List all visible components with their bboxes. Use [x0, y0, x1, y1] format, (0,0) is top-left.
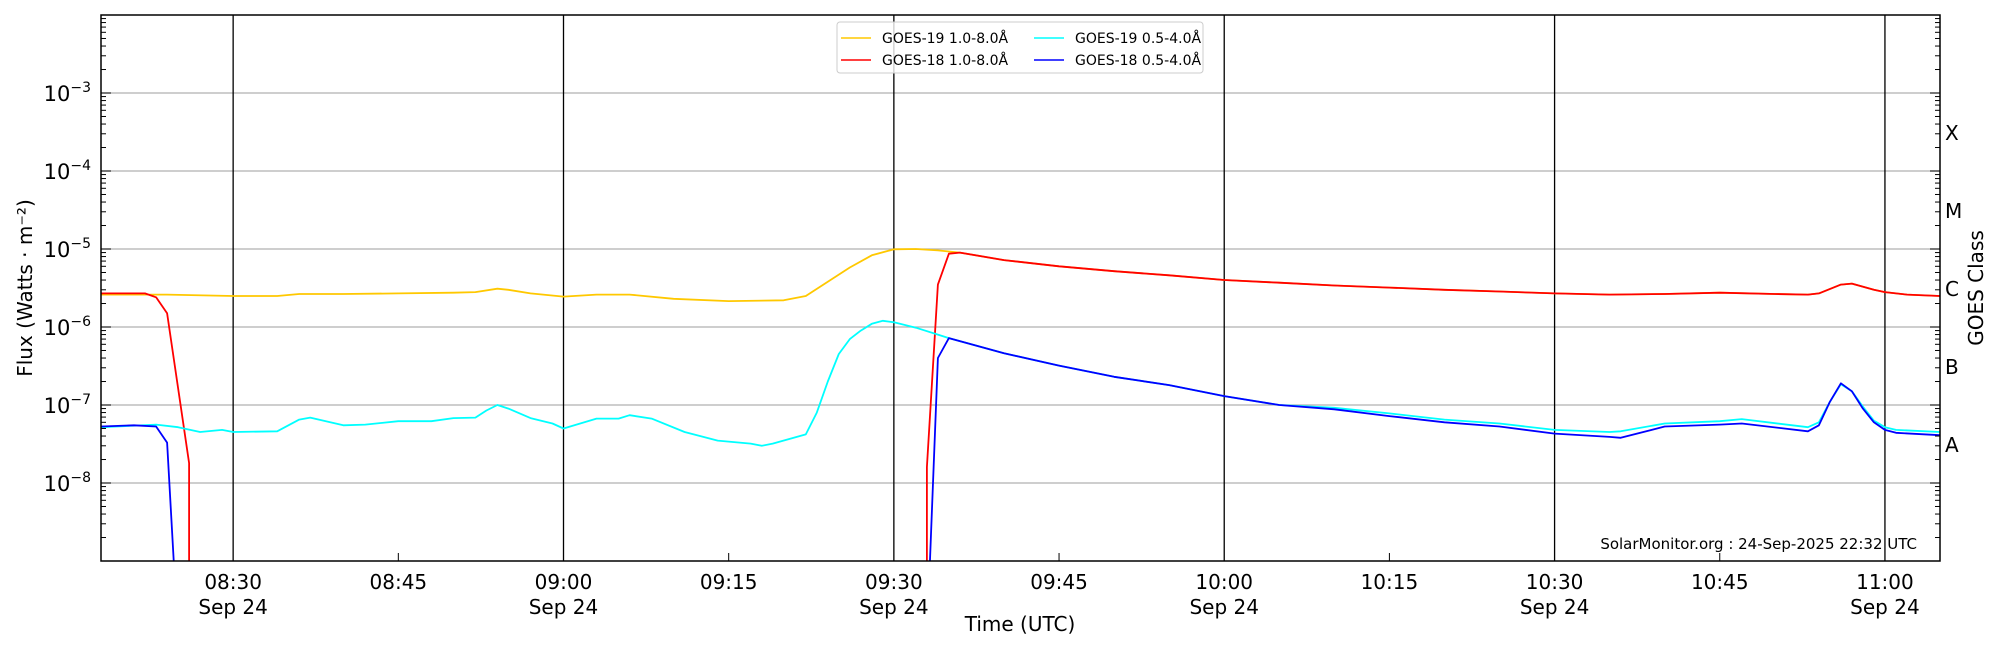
y-tick-base: 10: [44, 472, 71, 496]
y-tick-base: 10: [44, 316, 71, 340]
y-tick-base: 10: [44, 82, 71, 106]
y-tick-exponent: −7: [70, 392, 91, 408]
y-tick-label: 10−3: [44, 80, 91, 106]
y-tick-label: 10−4: [44, 158, 91, 184]
y-tick-base: 10: [44, 238, 71, 262]
goes-class-label-c: C: [1945, 277, 1959, 301]
y-tick-exponent: −4: [70, 158, 91, 174]
x-tick-label: 09:45: [1030, 570, 1088, 594]
series-line-goes-18-0-5-4-0-: [101, 337, 1940, 561]
goes-class-axis: X M C B A: [1945, 121, 1962, 457]
x-tick-label: 10:30: [1526, 570, 1584, 594]
series-line-goes-18-1-0-8-0-: [101, 251, 1940, 561]
y-tick-label: 10−6: [44, 314, 91, 340]
x-tick-label: 08:45: [370, 570, 428, 594]
x-tick-date: Sep 24: [529, 595, 599, 619]
legend-label: GOES-19 0.5-4.0Å: [1075, 30, 1201, 47]
y-tick-exponent: −5: [70, 236, 91, 252]
y-tick-exponent: −8: [70, 470, 91, 486]
y-axis: 10−310−410−510−610−710−8: [44, 18, 1940, 539]
x-tick-date: Sep 24: [1850, 595, 1920, 619]
x-tick-label: 10:00: [1195, 570, 1253, 594]
grid: [101, 15, 1940, 561]
plot-frame: [100, 14, 1941, 562]
legend-label: GOES-18 0.5-4.0Å: [1075, 52, 1201, 69]
x-tick-label: 11:00: [1856, 570, 1914, 594]
x-tick-label: 10:15: [1361, 570, 1419, 594]
legend-label: GOES-19 1.0-8.0Å: [882, 30, 1008, 47]
goes-class-label-m: M: [1945, 199, 1962, 223]
goes-class-label-x: X: [1945, 121, 1959, 145]
legend-box: [836, 21, 1204, 74]
x-tick-label: 09:30: [865, 570, 923, 594]
x-tick-label: 09:15: [700, 570, 758, 594]
x-tick-label: 08:30: [204, 570, 262, 594]
series-group: [101, 248, 1940, 561]
x-tick-label: 09:00: [535, 570, 593, 594]
y-axis-label: Flux (Watts · m⁻²): [13, 199, 37, 377]
y-tick-exponent: −3: [70, 80, 91, 96]
y-tick-label: 10−5: [44, 236, 91, 262]
y-tick-base: 10: [44, 160, 71, 184]
y-tick-label: 10−8: [44, 470, 91, 496]
y-tick-label: 10−7: [44, 392, 91, 418]
right-axis-label: GOES Class: [1964, 230, 1988, 346]
legend-label: GOES-18 1.0-8.0Å: [882, 52, 1008, 69]
legend: GOES-19 1.0-8.0Å GOES-18 1.0-8.0Å GOES-19 …: [836, 21, 1204, 74]
goes-class-label-a: A: [1945, 433, 1959, 457]
x-axis-label: Time (UTC): [964, 612, 1076, 636]
y-tick-base: 10: [44, 394, 71, 418]
watermark-annotation: SolarMonitor.org : 24-Sep-2025 22:32 UTC: [1600, 535, 1917, 553]
x-tick-date: Sep 24: [1520, 595, 1590, 619]
goes-class-label-b: B: [1945, 355, 1959, 379]
x-tick-date: Sep 24: [859, 595, 929, 619]
series-line-goes-19-0-5-4-0-: [101, 319, 1940, 447]
x-tick-date: Sep 24: [198, 595, 268, 619]
x-tick-label: 10:45: [1691, 570, 1749, 594]
x-tick-date: Sep 24: [1189, 595, 1259, 619]
y-tick-exponent: −6: [70, 314, 91, 330]
